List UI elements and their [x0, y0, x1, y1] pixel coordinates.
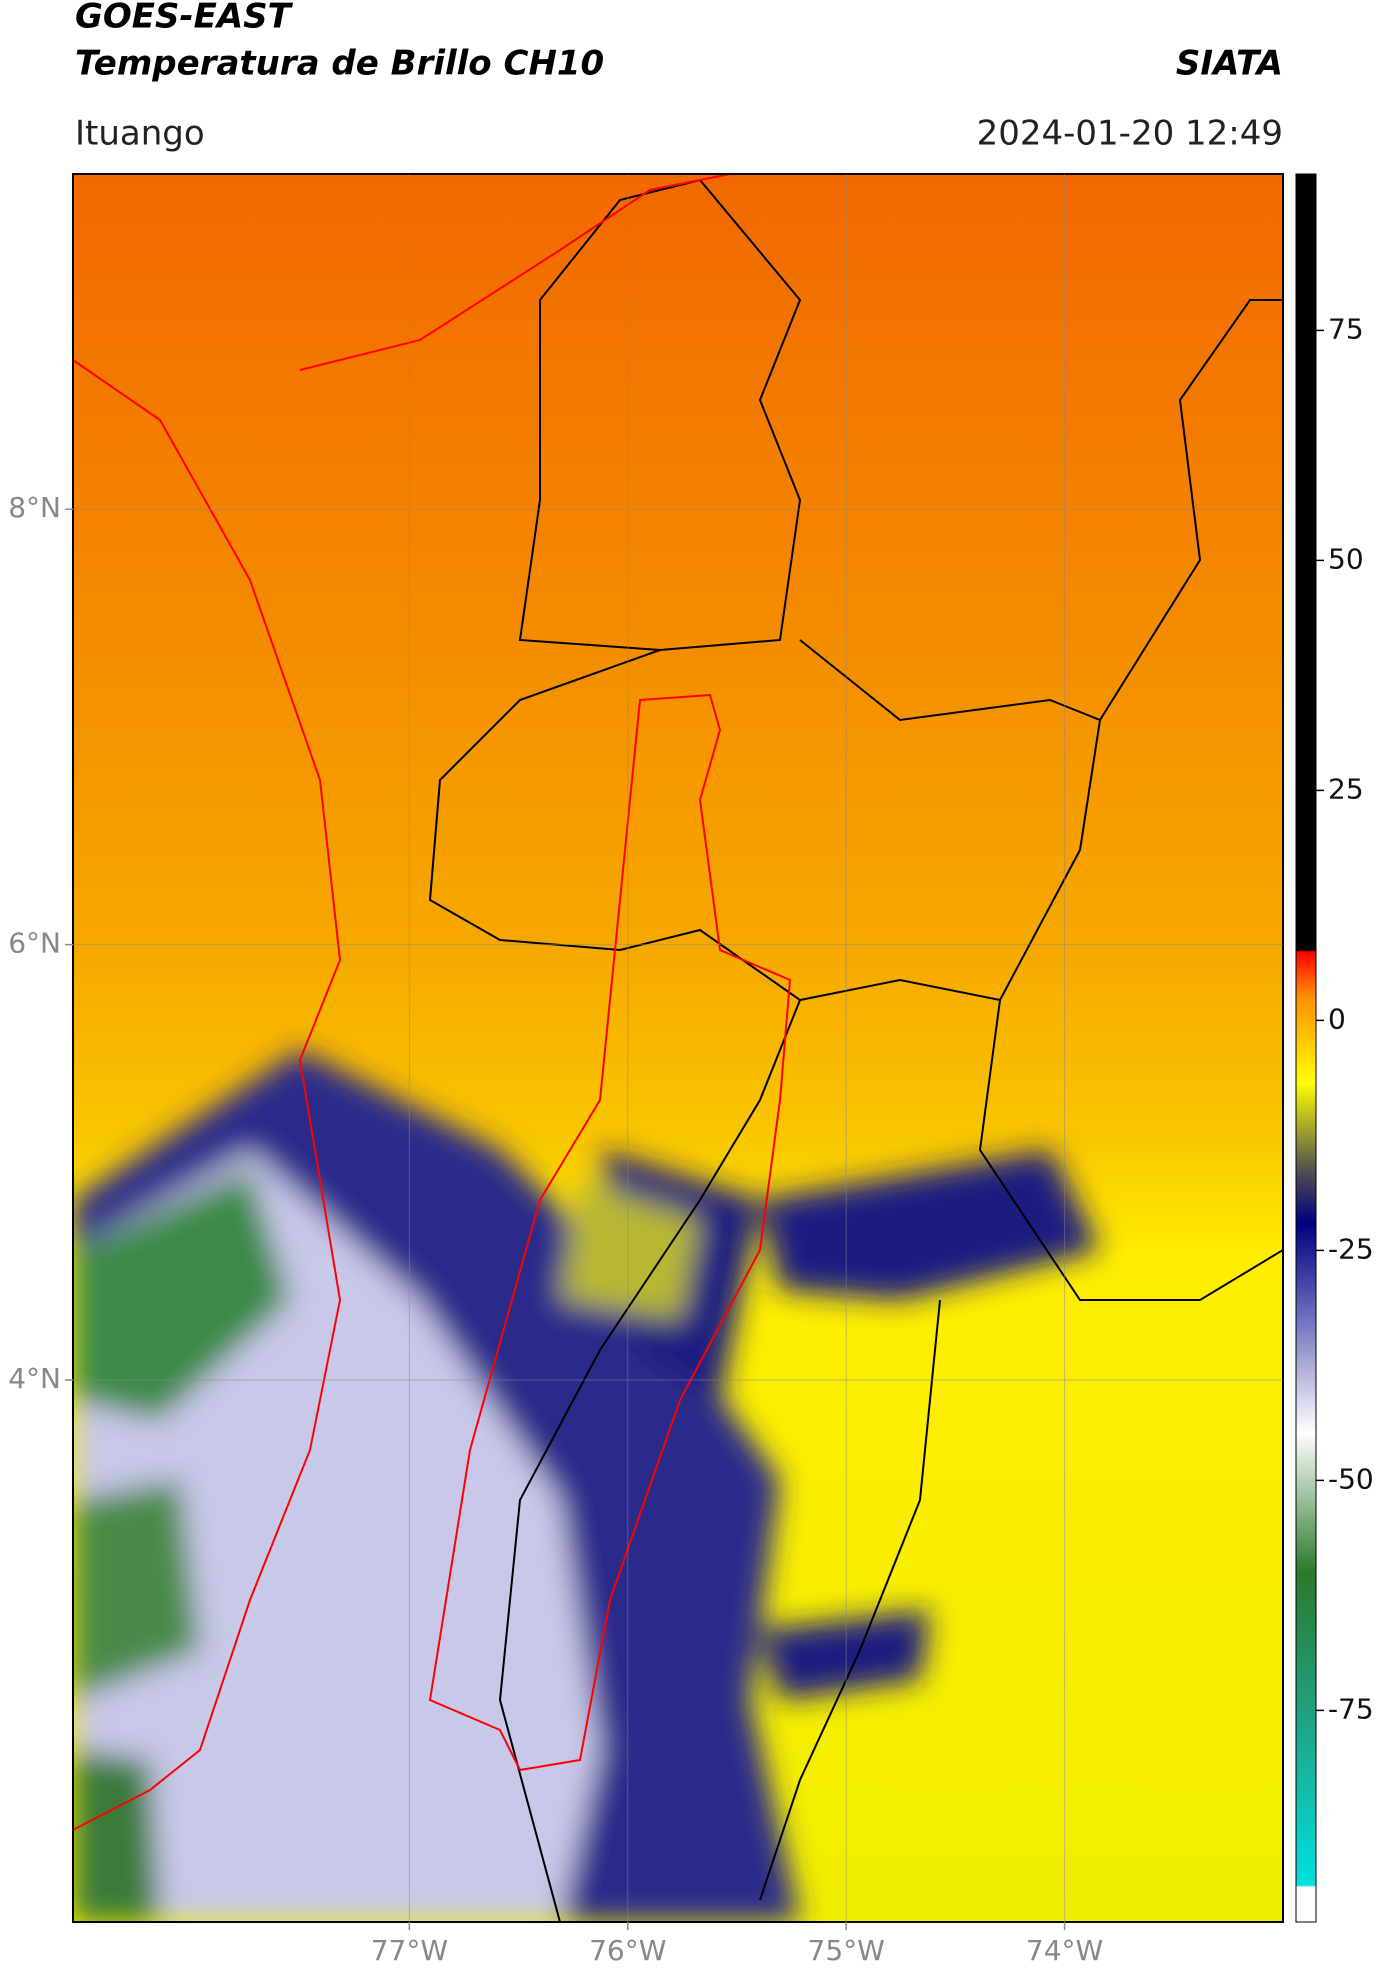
map-image: [73, 174, 1283, 1922]
map-frame: [72, 173, 1284, 1923]
datetime: 2024-01-20 12:49: [977, 114, 1283, 154]
x-tick-label: 75°W: [808, 1934, 885, 1967]
y-tick-label: 8°N: [8, 491, 61, 524]
colorbar-tick-label: 25: [1328, 772, 1364, 805]
colorbar-tick-label: -75: [1328, 1692, 1374, 1725]
subtitle: Temperatura de Brillo CH10: [75, 44, 604, 84]
title: GOES-EAST: [75, 0, 294, 37]
y-tick-label: 6°N: [8, 927, 61, 960]
source: SIATA: [1176, 44, 1283, 84]
x-tick-label: 74°W: [1026, 1934, 1103, 1967]
colorbar-tick-label: 75: [1328, 312, 1364, 345]
colorbar-tick-label: -25: [1328, 1232, 1374, 1265]
y-tick-label: 4°N: [8, 1362, 61, 1395]
colorbar-tick-label: 0: [1328, 1002, 1346, 1035]
colorbar-tick-label: -50: [1328, 1462, 1374, 1495]
colorbar: [1295, 173, 1317, 1923]
colorbar-tick-label: 50: [1328, 542, 1364, 575]
x-tick-label: 76°W: [589, 1934, 666, 1967]
x-tick-label: 77°W: [371, 1934, 448, 1967]
location: Ituango: [75, 114, 205, 154]
